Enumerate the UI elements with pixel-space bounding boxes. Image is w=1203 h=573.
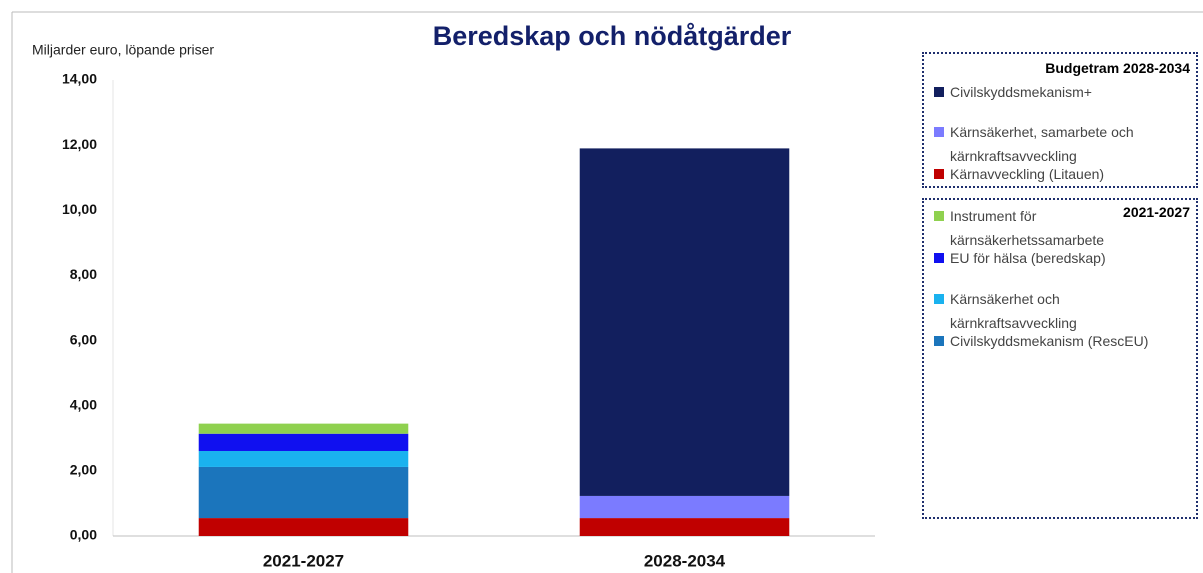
legend-swatch [934, 336, 944, 346]
legend-swatch [934, 294, 944, 304]
legend-title: 2021-2027 [1123, 204, 1190, 220]
y-tick-label: 2,00 [70, 462, 97, 478]
bar-segment [198, 518, 409, 536]
legend-entry: Kärnsäkerhet och kärnkraftsavveckling [934, 287, 1180, 335]
y-tick-label: 10,00 [62, 201, 97, 217]
legend-title: Budgetram 2028-2034 [1045, 60, 1190, 76]
legend-label: Kärnsäkerhet och kärnkraftsavveckling [950, 291, 1077, 331]
y-tick-label: 8,00 [70, 266, 97, 282]
legend-label: EU för hälsa (beredskap) [950, 250, 1106, 266]
legend-entry: Civilskyddsmekanism (RescEU) [934, 329, 1180, 353]
bar-segment [198, 433, 409, 451]
bar-segment [579, 495, 790, 519]
y-tick-label: 0,00 [70, 527, 97, 543]
legend-label: Instrument för kärnsäkerhetssamarbete [950, 208, 1105, 248]
bar-segment [198, 466, 409, 519]
x-tick-label: 2021-2027 [263, 551, 344, 570]
bar-segment [198, 450, 409, 467]
y-tick-label: 14,00 [62, 71, 97, 87]
x-tick-label: 2028-2034 [644, 551, 726, 570]
legend-swatch [934, 127, 944, 137]
y-tick-label: 6,00 [70, 331, 97, 347]
legend-entry: EU för hälsa (beredskap) [934, 246, 1180, 270]
legend-swatch [934, 211, 944, 221]
legend-label: Kärnsäkerhet, samarbete och kärnkraftsav… [950, 124, 1134, 164]
y-tick-label: 4,00 [70, 396, 97, 412]
bar-segment [198, 423, 409, 434]
legend-label: Civilskyddsmekanism (RescEU) [950, 333, 1149, 349]
legend-box: Budgetram 2028-2034 Civilskyddsmekanism+ K… [922, 52, 1198, 188]
legend-swatch [934, 169, 944, 179]
legend-entry: Instrument för kärnsäkerhetssamarbete [934, 204, 1104, 252]
legend-label: Civilskyddsmekanism+ [950, 84, 1092, 100]
chart-title: Beredskap och nödåtgärder [433, 21, 792, 51]
legend-entry: Kärnavveckling (Litauen) [934, 162, 1180, 186]
legend-label: Kärnavveckling (Litauen) [950, 166, 1105, 182]
legend-entry: Civilskyddsmekanism+ [934, 80, 1180, 104]
y-tick-label: 12,00 [62, 136, 97, 152]
y-axis-label: Miljarder euro, löpande priser [32, 42, 214, 58]
legend-swatch [934, 253, 944, 263]
bar-segment [579, 518, 790, 536]
legend-swatch [934, 87, 944, 97]
bar-segment [579, 148, 790, 496]
legend-box: 2021-2027 Instrument för kärnsäkerhetssam… [922, 198, 1198, 519]
legend-entry: Kärnsäkerhet, samarbete och kärnkraftsav… [934, 120, 1180, 168]
